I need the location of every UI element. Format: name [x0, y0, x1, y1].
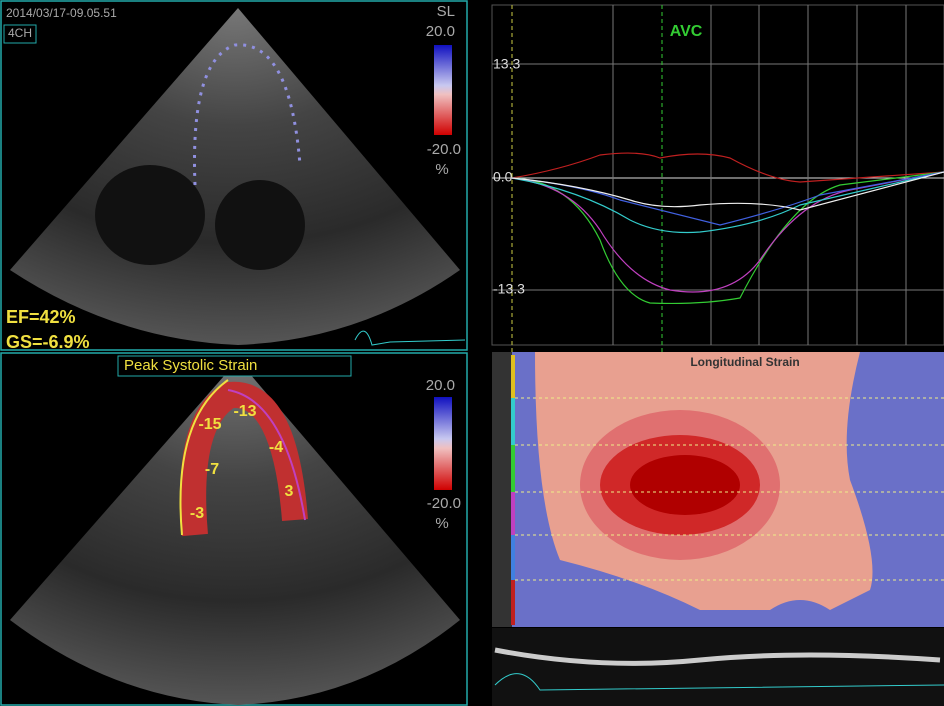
- segment-label: 3: [285, 483, 294, 500]
- segment-label: -7: [205, 461, 219, 478]
- m-mode-strip: [492, 628, 944, 706]
- ef-value: EF=42%: [6, 307, 76, 327]
- ecg-trace: [354, 330, 466, 346]
- ecg-trace: [494, 673, 944, 691]
- scale-unit: %: [435, 161, 448, 178]
- curve-panel: [491, 4, 944, 346]
- ultrasound-sector: [10, 8, 460, 345]
- axis-label: 0.0: [493, 169, 513, 185]
- chamber: [215, 180, 305, 270]
- segment-labels: -15 -13 -4 -7 -3 3: [190, 403, 294, 522]
- strain-overlay: [180, 381, 308, 537]
- scale-unit: %: [435, 515, 448, 532]
- segment-label: -3: [190, 505, 204, 522]
- strain-curves: [511, 152, 944, 305]
- axis-label: 13.3: [493, 56, 520, 72]
- segment-label: -13: [233, 403, 256, 420]
- axis-label: -13.3: [493, 281, 525, 297]
- segment-border: [179, 379, 229, 536]
- view-box: [3, 24, 37, 44]
- strain-region: [630, 455, 740, 515]
- chamber: [95, 165, 205, 265]
- ultrasound-sector: [10, 360, 460, 705]
- gs-value: GS=-6.9%: [6, 332, 90, 352]
- scale-min: -20.0: [427, 495, 461, 512]
- segment-label: -15: [198, 416, 221, 433]
- avc-label: AVC: [670, 23, 703, 40]
- segment-label: -4: [269, 439, 283, 456]
- tracking-points: [193, 43, 302, 186]
- title-box: [117, 355, 352, 377]
- panel-border: [0, 352, 468, 706]
- map-side: [492, 352, 512, 627]
- segment-border: [227, 389, 306, 521]
- scale-max: 20.0: [426, 377, 455, 394]
- panel-title: Peak Systolic Strain: [124, 357, 257, 374]
- color-bar: [434, 397, 452, 490]
- color-bar: [434, 45, 452, 135]
- scale-min: -20.0: [427, 141, 461, 158]
- map-title: Longitudinal Strain: [690, 355, 799, 369]
- view-label: 4CH: [8, 26, 32, 40]
- m-mode-trace: [494, 647, 941, 666]
- timestamp: 2014/03/17-09.05.51: [6, 6, 117, 20]
- scale-max: 20.0: [426, 23, 455, 40]
- panel-border: [0, 0, 468, 351]
- scale-label: SL: [437, 3, 455, 20]
